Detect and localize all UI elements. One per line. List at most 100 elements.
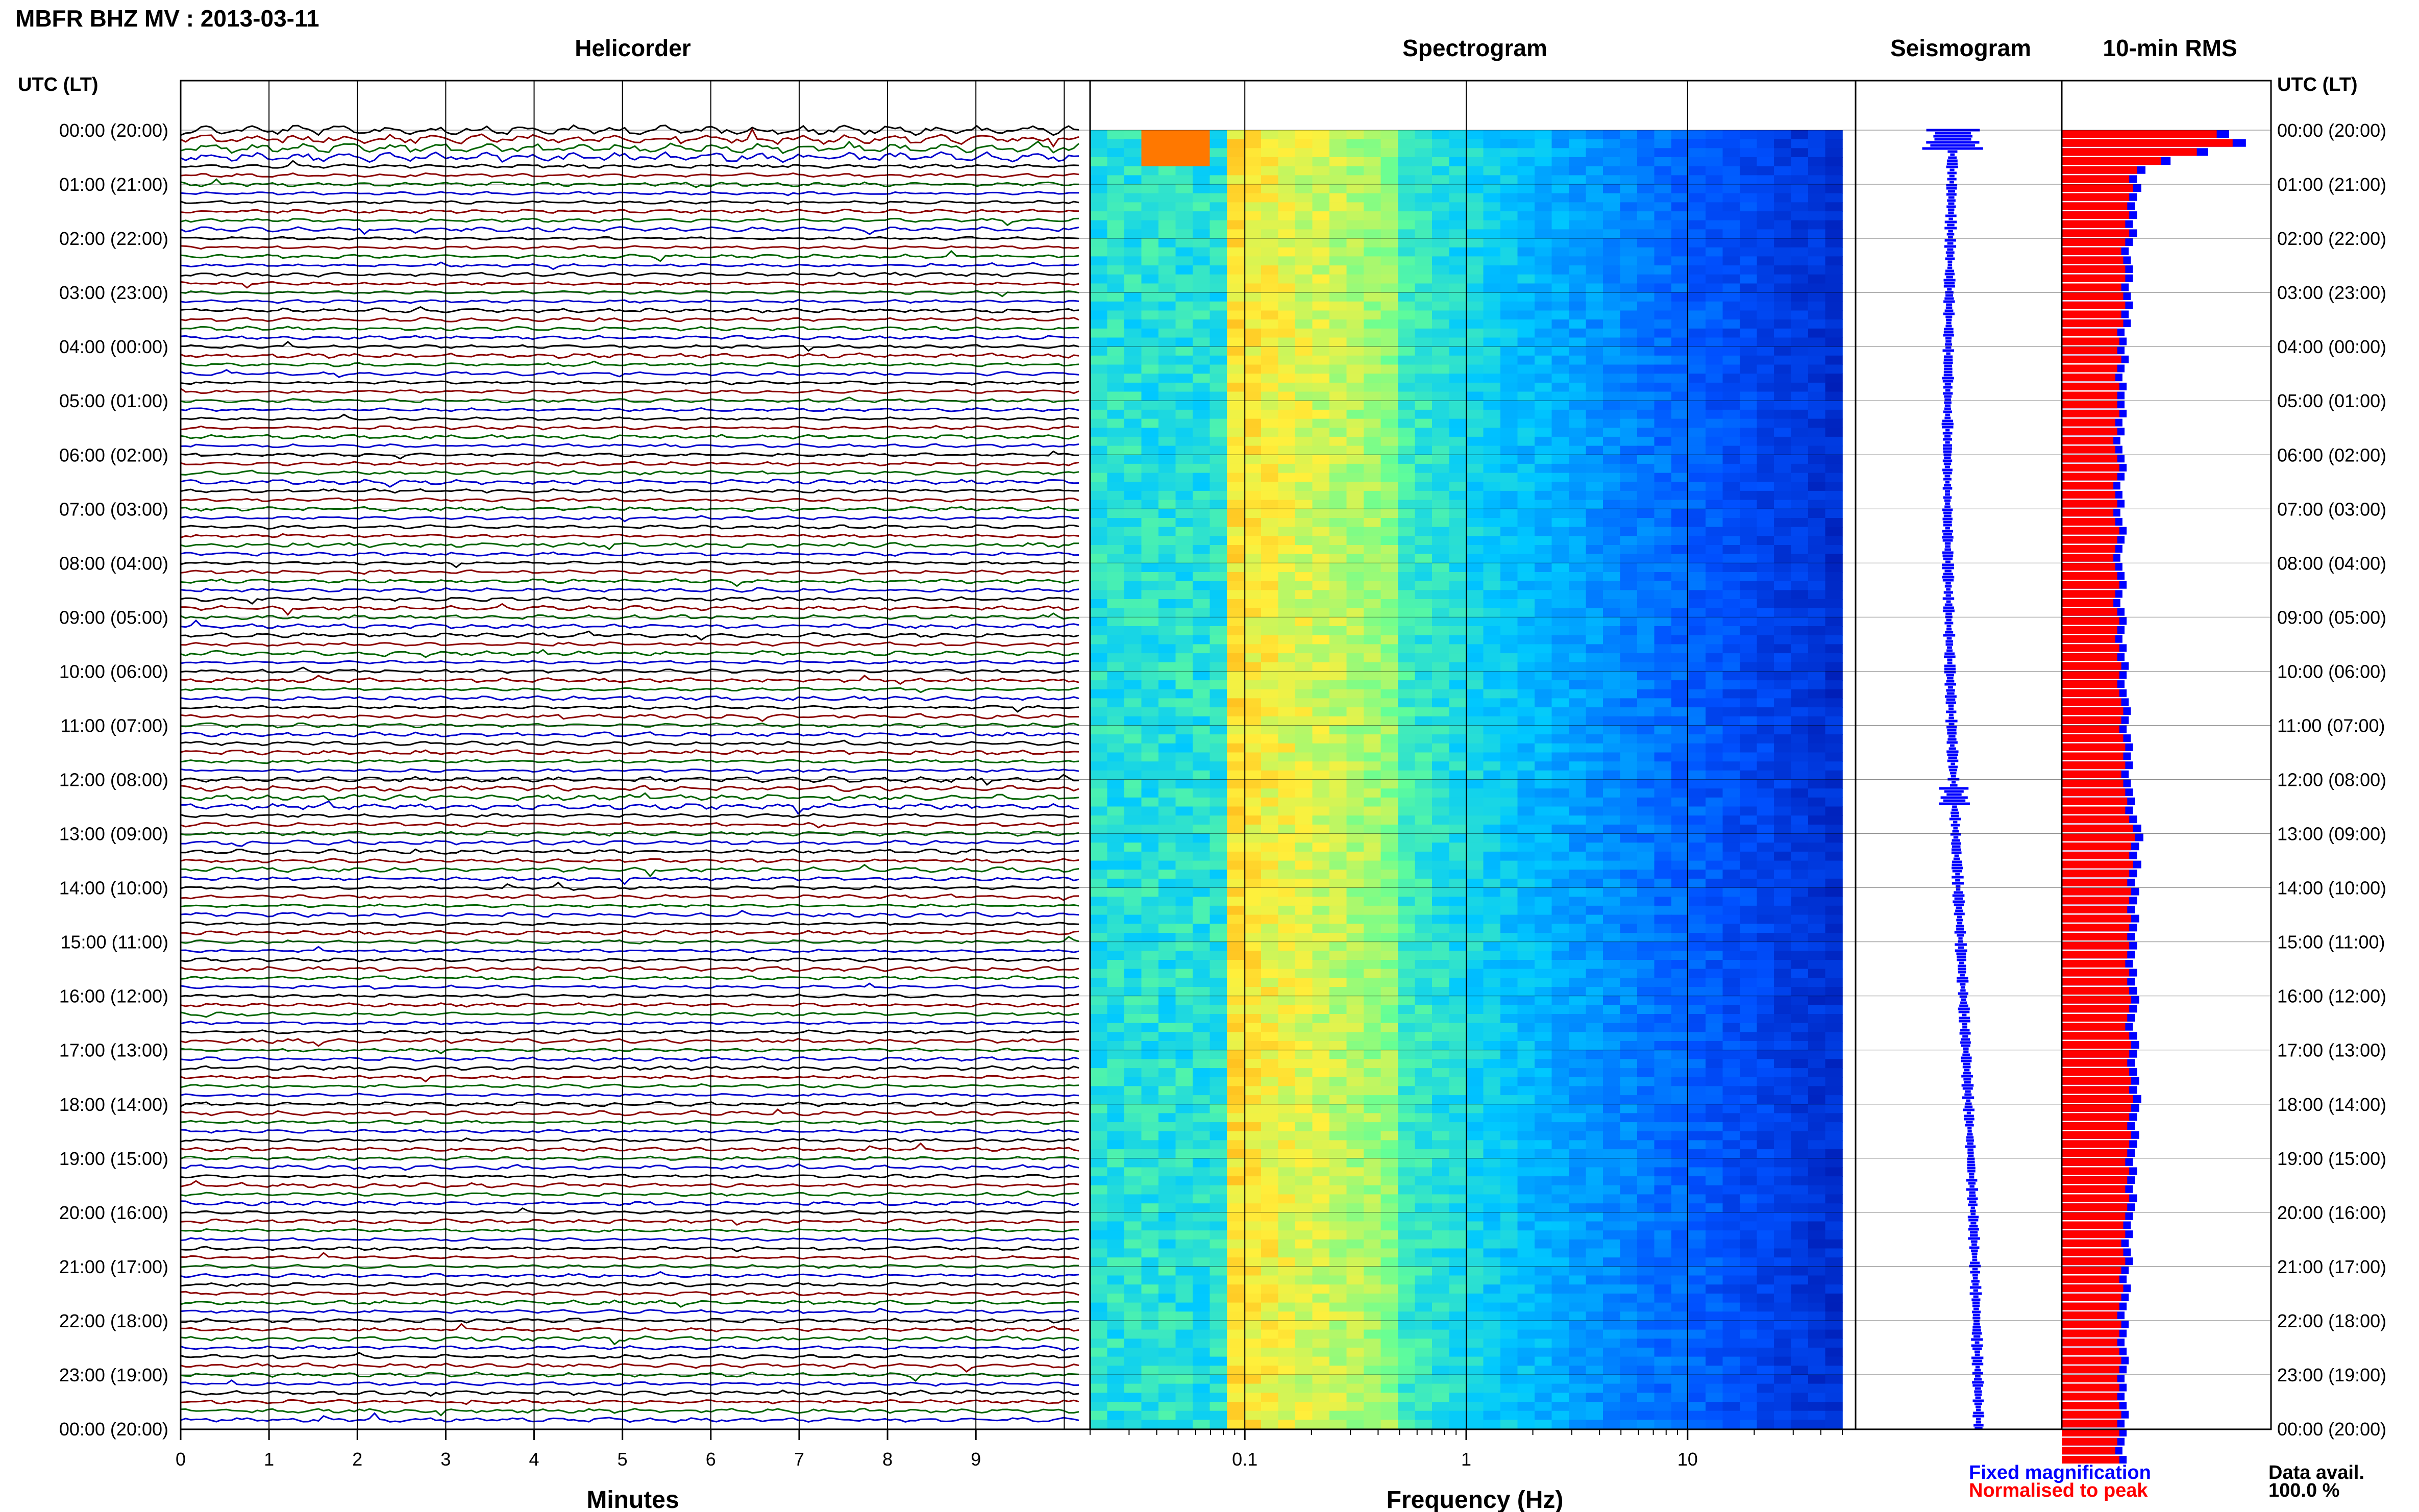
spectrogram-cell bbox=[1210, 391, 1227, 401]
spectrogram-cell bbox=[1500, 382, 1518, 392]
spectrogram-cell bbox=[1671, 770, 1689, 780]
spectrogram-cell bbox=[1603, 878, 1621, 888]
spectrogram-cell bbox=[1500, 635, 1518, 645]
spectrogram-cell bbox=[1740, 996, 1758, 1006]
spectrogram-cell bbox=[1740, 229, 1758, 239]
spectrogram-cell bbox=[1706, 374, 1723, 383]
spectrogram-cell bbox=[1535, 409, 1552, 419]
spectrogram-cell bbox=[1295, 184, 1313, 194]
spectrogram-cell bbox=[1774, 797, 1792, 807]
spectrogram-cell bbox=[1722, 256, 1740, 266]
spectrogram-cell bbox=[1278, 500, 1296, 510]
spectrogram-cell bbox=[1535, 527, 1552, 537]
spectrogram-cell bbox=[1346, 824, 1364, 834]
spectrogram-cell bbox=[1141, 238, 1159, 248]
spectrogram-cell bbox=[1620, 292, 1638, 302]
spectrogram-cell bbox=[1364, 734, 1381, 744]
spectrogram-cell bbox=[1210, 256, 1227, 266]
spectrogram-cell bbox=[1825, 265, 1843, 275]
spectrogram-cell bbox=[1244, 436, 1262, 447]
spectrogram-cell bbox=[1261, 445, 1279, 456]
spectrogram-cell bbox=[1193, 283, 1211, 293]
spectrogram-cell bbox=[1551, 860, 1569, 871]
spectrogram-cell bbox=[1364, 870, 1381, 879]
spectrogram-cell bbox=[1175, 374, 1193, 383]
spectrogram-cell bbox=[1637, 310, 1655, 320]
spectrogram-cell bbox=[1227, 924, 1245, 933]
spectrogram-cell bbox=[1398, 409, 1416, 419]
spectrogram-cell bbox=[1380, 283, 1398, 293]
helicorder-trace bbox=[180, 290, 1079, 298]
spectrogram-cell bbox=[1551, 914, 1569, 925]
spectrogram-cell bbox=[1757, 924, 1774, 933]
spectrogram-cell bbox=[1620, 617, 1638, 627]
spectrogram-cell bbox=[1466, 139, 1484, 149]
spectrogram-cell bbox=[1141, 455, 1159, 464]
spectrogram-cell bbox=[1364, 310, 1381, 320]
spectrogram-cell bbox=[1466, 987, 1484, 997]
spectrogram-cell bbox=[1774, 229, 1792, 239]
utc-label-left: UTC (LT) bbox=[18, 74, 98, 95]
spectrogram-cell bbox=[1637, 779, 1655, 789]
spectrogram-cell bbox=[1654, 897, 1672, 906]
spectrogram-cell bbox=[1586, 617, 1603, 627]
spectrogram-cell bbox=[1193, 1113, 1211, 1123]
spectrogram-cell bbox=[1517, 635, 1535, 645]
spectrogram-cell bbox=[1637, 274, 1655, 284]
spectrogram-cell bbox=[1671, 265, 1689, 275]
spectrogram-cell bbox=[1107, 1050, 1125, 1060]
spectrogram-cell bbox=[1706, 1113, 1723, 1123]
spectrogram-cell bbox=[1210, 1023, 1227, 1033]
spectrogram-cell bbox=[1312, 445, 1330, 456]
spectrogram-cell bbox=[1551, 617, 1569, 627]
spectrogram-cell bbox=[1415, 905, 1433, 915]
spectrogram-cell bbox=[1193, 563, 1211, 573]
spectrogram-cell bbox=[1364, 193, 1381, 203]
helicorder-trace bbox=[180, 316, 1079, 323]
spectrogram-cell bbox=[1603, 374, 1621, 383]
spectrogram-cell bbox=[1278, 1041, 1296, 1051]
spectrogram-cell bbox=[1295, 301, 1313, 311]
spectrogram-cell bbox=[1637, 680, 1655, 690]
spectrogram-cell bbox=[1757, 563, 1774, 573]
spectrogram-cell bbox=[1227, 599, 1245, 609]
spectrogram-cell bbox=[1312, 608, 1330, 618]
spectrogram-cell bbox=[1466, 256, 1484, 266]
spectrogram-cell bbox=[1141, 761, 1159, 771]
spectrogram-cell bbox=[1654, 310, 1672, 320]
spectrogram-cell bbox=[1740, 1086, 1758, 1096]
spectrogram-cell bbox=[1295, 418, 1313, 429]
spectrogram-cell bbox=[1432, 545, 1450, 555]
spectrogram-cell bbox=[1791, 743, 1809, 753]
spectrogram-cell bbox=[1500, 436, 1518, 447]
spectrogram-cell bbox=[1193, 653, 1211, 663]
spectrogram-cell bbox=[1175, 860, 1193, 871]
spectrogram-cell bbox=[1364, 220, 1381, 230]
spectrogram-cell bbox=[1244, 572, 1262, 582]
spectrogram-cell bbox=[1158, 292, 1176, 302]
helicorder-trace bbox=[180, 128, 1079, 148]
spectrogram-cell bbox=[1620, 274, 1638, 284]
spectrogram-cell bbox=[1090, 283, 1108, 293]
spectrogram-cell bbox=[1295, 238, 1313, 248]
spectrogram-cell bbox=[1244, 319, 1262, 329]
spectrogram-cell bbox=[1740, 355, 1758, 365]
spectrogram-cell bbox=[1193, 1068, 1211, 1078]
spectrogram-cell bbox=[1295, 860, 1313, 871]
spectrogram-cell bbox=[1107, 554, 1125, 564]
spectrogram-cell bbox=[1551, 283, 1569, 293]
spectrogram-cell bbox=[1551, 436, 1569, 447]
spectrogram-cell bbox=[1671, 463, 1689, 474]
spectrogram-cell bbox=[1124, 463, 1142, 474]
spectrogram-cell bbox=[1586, 743, 1603, 753]
spectrogram-cell bbox=[1551, 445, 1569, 456]
spectrogram-cell bbox=[1688, 391, 1706, 401]
spectrogram-cell bbox=[1603, 1068, 1621, 1078]
spectrogram-cell bbox=[1603, 1050, 1621, 1060]
spectrogram-cell bbox=[1312, 382, 1330, 392]
spectrogram-cell bbox=[1364, 256, 1381, 266]
spectrogram-cell bbox=[1175, 933, 1193, 943]
spectrogram-cell bbox=[1278, 1068, 1296, 1078]
spectrogram-cell bbox=[1535, 274, 1552, 284]
spectrogram-cell bbox=[1432, 220, 1450, 230]
